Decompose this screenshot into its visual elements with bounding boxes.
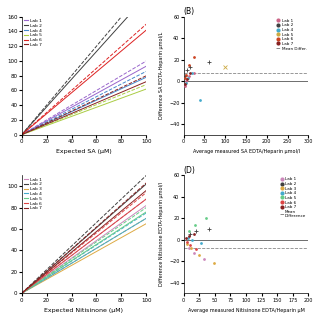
X-axis label: Average measured SA EDTA/Heparin μmol/l: Average measured SA EDTA/Heparin μmol/l — [193, 149, 300, 155]
Point — [186, 234, 191, 239]
Point — [223, 65, 228, 70]
Point — [188, 246, 194, 251]
Point — [201, 256, 206, 261]
Point — [187, 243, 192, 248]
Legend: Lab 1, Lab 2, Lab 4, Lab 5, Lab 6, Lab 7, Mean Differ.: Lab 1, Lab 2, Lab 4, Lab 5, Lab 6, Lab 7… — [276, 19, 306, 51]
Point — [191, 250, 196, 255]
Text: (B): (B) — [184, 7, 195, 16]
X-axis label: Average measured Nitisinone EDTA/Heparin μM: Average measured Nitisinone EDTA/Heparin… — [188, 308, 304, 313]
Point — [204, 216, 209, 221]
Point — [183, 81, 188, 86]
Point — [184, 68, 189, 73]
Point — [183, 73, 188, 78]
Point — [185, 75, 190, 80]
Point — [198, 240, 204, 245]
Point — [206, 227, 211, 232]
Point — [206, 59, 211, 64]
Point — [188, 65, 193, 70]
Point — [184, 235, 189, 240]
Point — [187, 228, 192, 234]
Point — [185, 241, 190, 246]
Point — [191, 55, 196, 60]
X-axis label: Expected SA (μM): Expected SA (μM) — [56, 149, 112, 155]
Point — [184, 72, 189, 77]
Legend: Lab 1, Lab 2, Lab 3, Lab 4, Lab 5, Lab 6, Lab 7: Lab 1, Lab 2, Lab 3, Lab 4, Lab 5, Lab 6… — [24, 178, 42, 210]
Point — [194, 247, 199, 252]
Point — [184, 76, 189, 82]
Point — [186, 246, 191, 251]
Point — [196, 252, 201, 257]
Y-axis label: Difference SA EDTA-Heparin μmol/L: Difference SA EDTA-Heparin μmol/L — [158, 32, 164, 119]
Point — [198, 98, 203, 103]
Point — [184, 78, 189, 84]
Point — [211, 261, 216, 266]
Point — [186, 62, 191, 68]
Point — [191, 70, 196, 75]
Point — [189, 70, 195, 75]
Point — [190, 237, 195, 242]
Point — [186, 235, 191, 240]
Point — [188, 70, 193, 75]
Point — [187, 232, 192, 237]
Legend: Lab 1, Lab 2, Lab 4, Lab 5, Lab 6, Lab 7: Lab 1, Lab 2, Lab 4, Lab 5, Lab 6, Lab 7 — [24, 19, 42, 47]
Point — [192, 222, 197, 227]
Point — [183, 82, 188, 87]
X-axis label: Expected Nitisinone (μM): Expected Nitisinone (μM) — [44, 308, 124, 313]
Point — [194, 228, 199, 234]
Point — [186, 73, 191, 78]
Point — [184, 239, 189, 244]
Point — [182, 84, 188, 89]
Text: (D): (D) — [184, 165, 196, 174]
Point — [191, 232, 196, 237]
Y-axis label: Difference Nitisinone EDTA-Heparin μmol/l: Difference Nitisinone EDTA-Heparin μmol/… — [158, 182, 164, 286]
Legend: Lab 1, Lab 2, Lab 3, Lab 4, Lab 5, Lab 6, Lab 7, Mean
Difference: Lab 1, Lab 2, Lab 3, Lab 4, Lab 5, Lab 6… — [280, 177, 306, 218]
Point — [182, 75, 188, 80]
